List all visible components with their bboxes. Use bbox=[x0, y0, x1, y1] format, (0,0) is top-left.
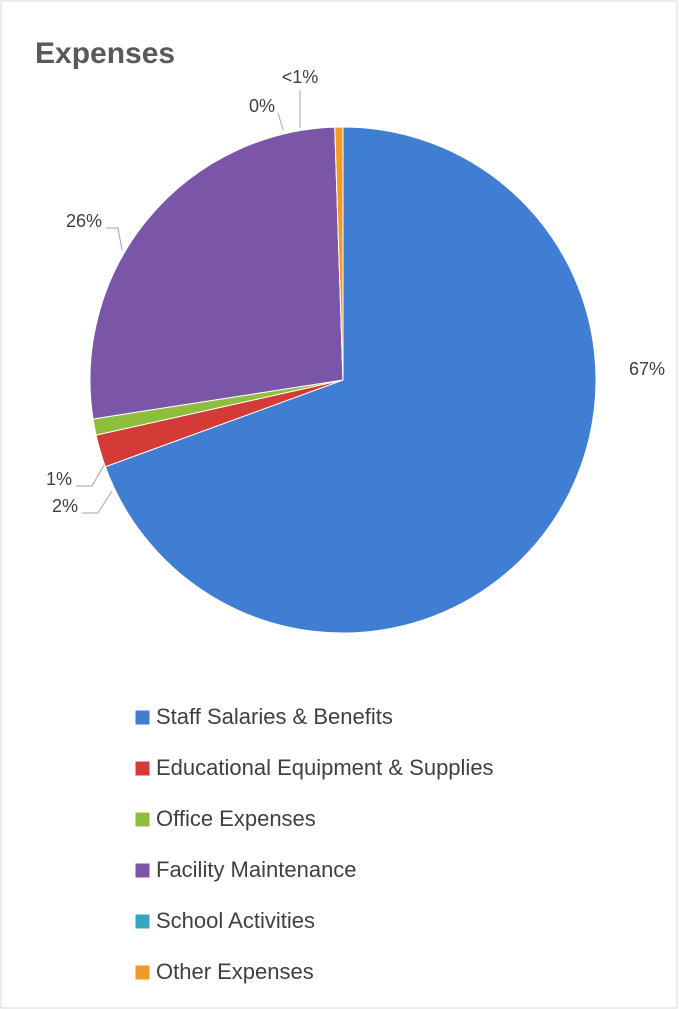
data-label: <1% bbox=[282, 67, 319, 87]
legend-label: Staff Salaries & Benefits bbox=[156, 704, 393, 729]
legend-label: Office Expenses bbox=[156, 806, 316, 831]
legend-swatch bbox=[134, 760, 151, 777]
leader-line bbox=[106, 227, 123, 251]
pie-slice bbox=[334, 126, 344, 381]
data-label: 1% bbox=[46, 469, 72, 489]
legend-swatch bbox=[134, 862, 151, 879]
data-label: 2% bbox=[52, 496, 78, 516]
data-label: 67% bbox=[629, 359, 665, 379]
legend-swatch bbox=[134, 709, 151, 726]
chart-title: Expenses bbox=[35, 37, 175, 70]
pie-slice bbox=[89, 126, 344, 420]
data-label: 0% bbox=[249, 96, 275, 116]
legend-swatch bbox=[134, 964, 151, 981]
data-label: 26% bbox=[66, 211, 102, 231]
leader-line bbox=[82, 490, 113, 514]
leader-line bbox=[76, 464, 105, 487]
pie-slice bbox=[104, 126, 597, 634]
legend-label: School Activities bbox=[156, 908, 315, 933]
legend-swatch bbox=[134, 913, 151, 930]
legend-label: Facility Maintenance bbox=[156, 857, 357, 882]
legend-label: Educational Equipment & Supplies bbox=[156, 755, 494, 780]
leader-line bbox=[277, 112, 284, 131]
legend-label: Other Expenses bbox=[156, 959, 314, 984]
legend-swatch bbox=[134, 811, 151, 828]
